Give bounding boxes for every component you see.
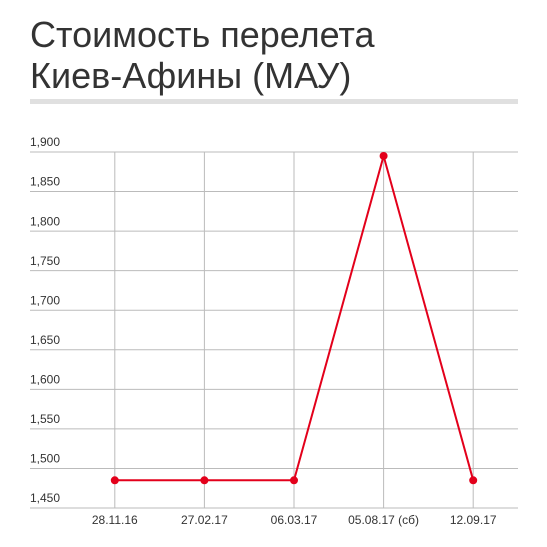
y-tick-label: 1,450 xyxy=(30,491,60,505)
x-tick-label: 05.08.17 (сб) xyxy=(348,513,419,527)
x-tick-label: 28.11.16 xyxy=(92,513,138,527)
point xyxy=(379,151,388,160)
point xyxy=(200,476,209,485)
y-tick-label: 1,500 xyxy=(30,452,60,466)
y-tick-label: 1,900 xyxy=(30,135,60,149)
point xyxy=(290,476,298,485)
chart-title: Стоимость перелета xyxy=(30,14,376,55)
title-rule xyxy=(30,99,518,104)
x-tick-label: 27.02.17 xyxy=(181,513,228,527)
y-tick-label: 1,600 xyxy=(30,373,60,387)
y-tick-label: 1,800 xyxy=(30,214,60,228)
chart-title: Киев-Афины (МАУ) xyxy=(30,55,351,96)
point xyxy=(469,476,478,485)
y-tick-label: 1,550 xyxy=(30,412,60,426)
point xyxy=(110,476,119,485)
y-tick-label: 1,700 xyxy=(30,293,60,307)
y-tick-label: 1,750 xyxy=(30,254,60,268)
x-tick-label: 06.03.17 xyxy=(271,513,318,527)
y-tick-label: 1,650 xyxy=(30,333,60,347)
y-tick-label: 1,850 xyxy=(30,175,60,189)
x-tick-label: 12.09.17 xyxy=(450,513,497,527)
